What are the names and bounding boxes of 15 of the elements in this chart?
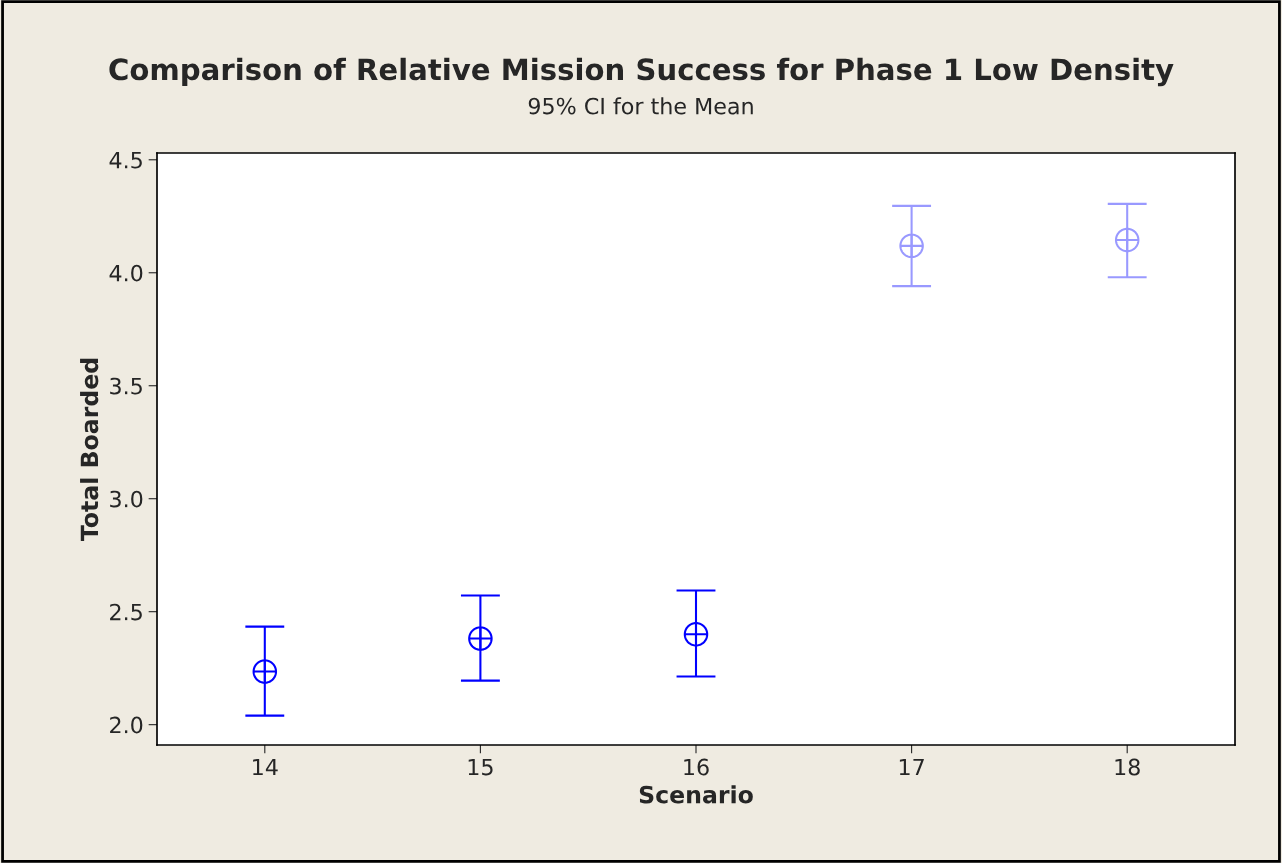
chart-subtitle: 95% CI for the Mean <box>528 97 753 115</box>
y-tick-label: 4.5 <box>109 152 142 169</box>
y-tick-label: 3.0 <box>110 490 143 508</box>
y-tick-label: 2.5 <box>110 603 142 621</box>
y-tick-label: 4.0 <box>109 264 143 282</box>
chart-title: Comparison of Relative Mission Success for Phase 1 Low Density <box>109 57 1174 87</box>
x-tick-label: 16 <box>684 758 709 776</box>
x-tick-label: 17 <box>899 758 924 776</box>
x-tick-label: 14 <box>253 758 278 776</box>
x-axis-title: Scenario <box>639 785 753 804</box>
y-tick-label: 3.5 <box>110 377 142 395</box>
x-tick-label: 15 <box>468 758 493 776</box>
y-axis-title: Total Boarded <box>80 358 99 542</box>
y-tick-label: 2.0 <box>110 716 143 734</box>
x-tick-label: 18 <box>1115 758 1140 776</box>
